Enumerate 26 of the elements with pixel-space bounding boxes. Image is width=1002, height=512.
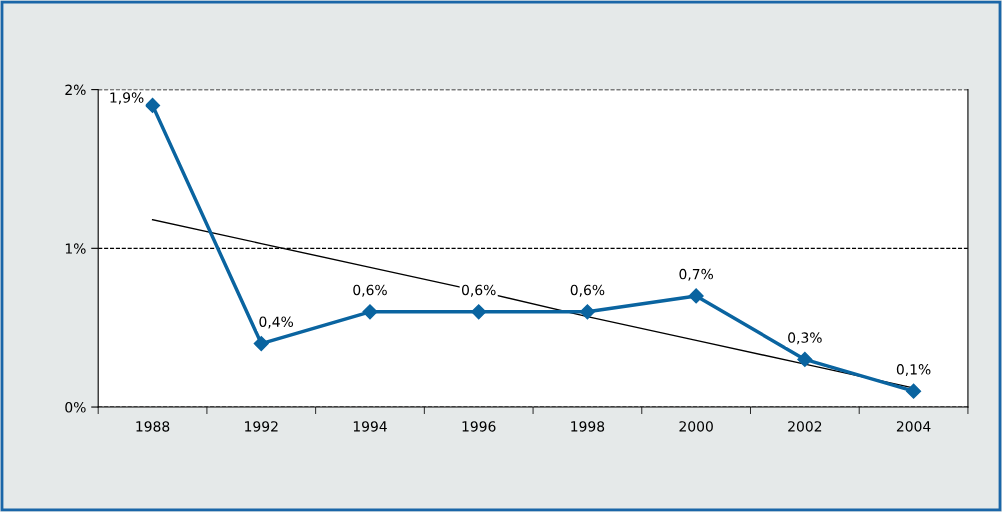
point	[688, 288, 704, 304]
x-tick-label: 2002	[788, 421, 822, 432]
data-label: 0,4%	[259, 316, 294, 329]
y-tick-label: 1%	[65, 243, 86, 254]
point	[253, 335, 269, 352]
y-tick-label: 2%	[65, 84, 86, 96]
point	[362, 304, 378, 320]
point	[471, 304, 487, 320]
point	[144, 97, 161, 114]
x-tick-label: 1996	[462, 421, 496, 432]
x-tick-label: 2000	[679, 421, 713, 432]
data-label: 0,3%	[788, 332, 822, 345]
data-label: 0,7%	[679, 268, 714, 281]
data-label: 0,6%	[570, 284, 605, 297]
point	[906, 383, 922, 399]
data-label: 0,1%	[896, 364, 931, 377]
data-label: 0,6%	[353, 284, 387, 297]
x-tick-label: 1992	[245, 421, 278, 432]
x-tick-label: 1998	[571, 421, 605, 432]
point	[797, 351, 813, 367]
data-label: 1,9%	[110, 92, 144, 105]
x-tick-label: 2004	[896, 421, 931, 432]
y-tick-label: 0%	[65, 402, 86, 413]
point	[579, 304, 595, 320]
x-tick-label: 1988	[136, 421, 170, 432]
x-tick-label: 1994	[353, 421, 387, 432]
